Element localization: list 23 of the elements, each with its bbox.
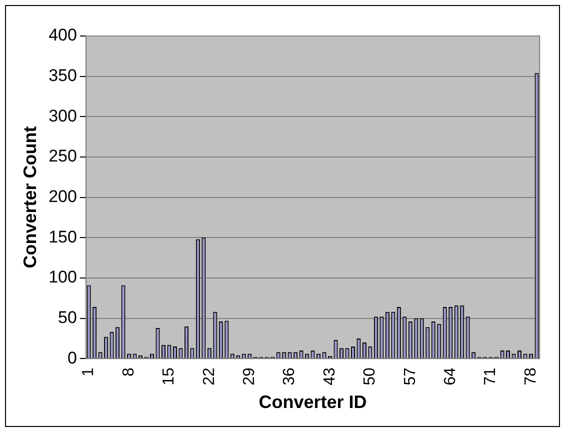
y-tick-label: 50	[58, 308, 77, 327]
y-tick-label: 200	[48, 186, 77, 206]
y-tick-label: 400	[48, 26, 77, 45]
x-axis-title: Converter ID	[258, 392, 367, 412]
x-tick-label: 50	[362, 368, 379, 386]
x-tick-label: 57	[402, 368, 419, 386]
x-tick-label: 15	[160, 368, 178, 386]
y-tick-label: 100	[48, 268, 77, 287]
x-tick-label: 29	[241, 368, 258, 386]
x-tick-label: 22	[200, 368, 218, 386]
y-tick-label: 150	[48, 227, 77, 246]
x-tick-label: 8	[120, 368, 138, 377]
x-tick-label: 71	[482, 368, 500, 386]
x-tick-label: 64	[442, 368, 460, 386]
x-tick-label: 1	[80, 368, 98, 377]
y-tick-label: 300	[48, 106, 77, 126]
y-axis-title: Converter Count	[20, 126, 40, 268]
y-tick-label: 0	[67, 348, 77, 368]
y-tick-label: 250	[48, 146, 77, 166]
y-tick-label: 350	[48, 66, 77, 86]
x-tick-label: 36	[281, 368, 298, 386]
x-tick-label: 78	[522, 368, 540, 386]
x-tick-label: 43	[321, 368, 338, 386]
